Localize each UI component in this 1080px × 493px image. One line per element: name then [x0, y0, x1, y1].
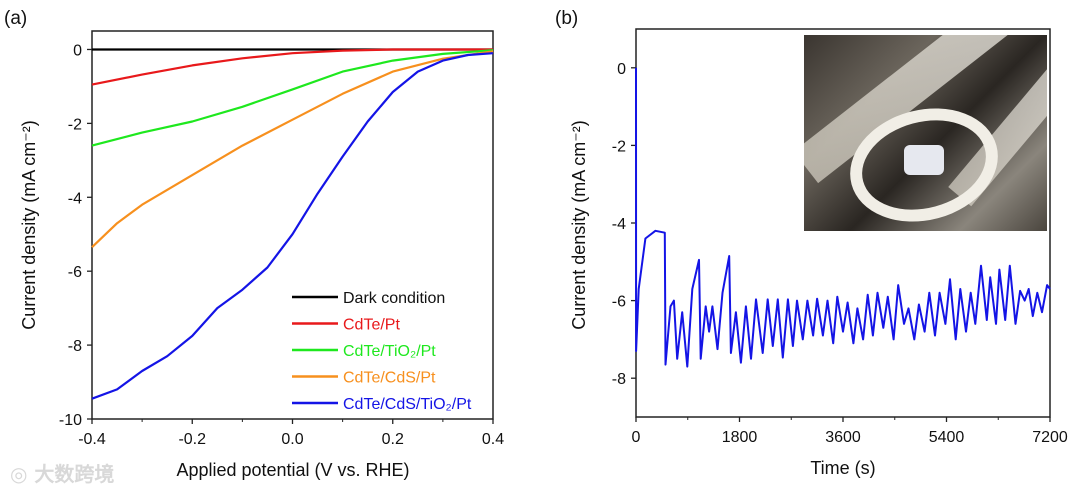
- y-tick-label: -4: [68, 190, 82, 207]
- y-tick-label: -2: [68, 116, 82, 133]
- x-tick-label: 5400: [929, 429, 965, 446]
- legend-label: CdTe/CdS/TiO₂/Pt: [343, 396, 472, 413]
- y-tick-label: -6: [612, 294, 626, 311]
- plot-b: -8 -6 -4 -2 0 0 1800 3600 5400 7200: [612, 28, 1068, 446]
- x-tick-label: 0.4: [482, 431, 504, 448]
- series-line-2: [91, 49, 494, 147]
- y-tick-label: -8: [68, 338, 82, 355]
- series-line-4: [91, 52, 494, 400]
- y-tick-label: -4: [612, 216, 626, 233]
- plot-a: -10 -8 -6 -4 -2 0 -0.4 -0.2 0.0 0.2 0.4 Dark condit…: [59, 30, 504, 448]
- x-tick-label: 3600: [825, 429, 861, 446]
- legend-label: CdTe/Pt: [343, 317, 400, 334]
- series-line-0: [635, 67, 1051, 368]
- inset-photo: [804, 35, 1047, 231]
- x-axis-label-b: Time (s): [810, 458, 875, 478]
- y-axis-label-b: Current density (mA cm⁻²): [569, 120, 589, 330]
- legend-label: Dark condition: [343, 290, 445, 307]
- panel-label-b: (b): [555, 8, 578, 29]
- x-tick-label: 7200: [1032, 429, 1068, 446]
- x-tick-label: 0.0: [281, 431, 303, 448]
- y-tick-label: -8: [612, 371, 626, 388]
- y-tick-label: 0: [617, 61, 626, 78]
- x-tick-label: 0.2: [382, 431, 404, 448]
- panel-label-a: (a): [4, 8, 27, 29]
- legend-label: CdTe/CdS/Pt: [343, 370, 436, 387]
- x-tick-label: 0: [632, 429, 641, 446]
- y-tick-label: -2: [612, 138, 626, 155]
- series-line-3: [91, 50, 494, 248]
- series-line-1: [91, 48, 493, 86]
- x-tick-label: -0.2: [178, 431, 206, 448]
- x-axis-label-a: Applied potential (V vs. RHE): [176, 460, 409, 480]
- legend-label: CdTe/TiO₂/Pt: [343, 343, 436, 360]
- x-tick-label: 1800: [722, 429, 758, 446]
- y-tick-label: -6: [68, 264, 82, 281]
- y-tick-label: -10: [59, 412, 82, 429]
- watermark-logo: ◎ 大数跨境: [10, 462, 115, 486]
- y-tick-label: 0: [73, 42, 82, 59]
- x-tick-label: -0.4: [78, 431, 106, 448]
- y-axis-label-a: Current density (mA cm⁻²): [19, 120, 39, 330]
